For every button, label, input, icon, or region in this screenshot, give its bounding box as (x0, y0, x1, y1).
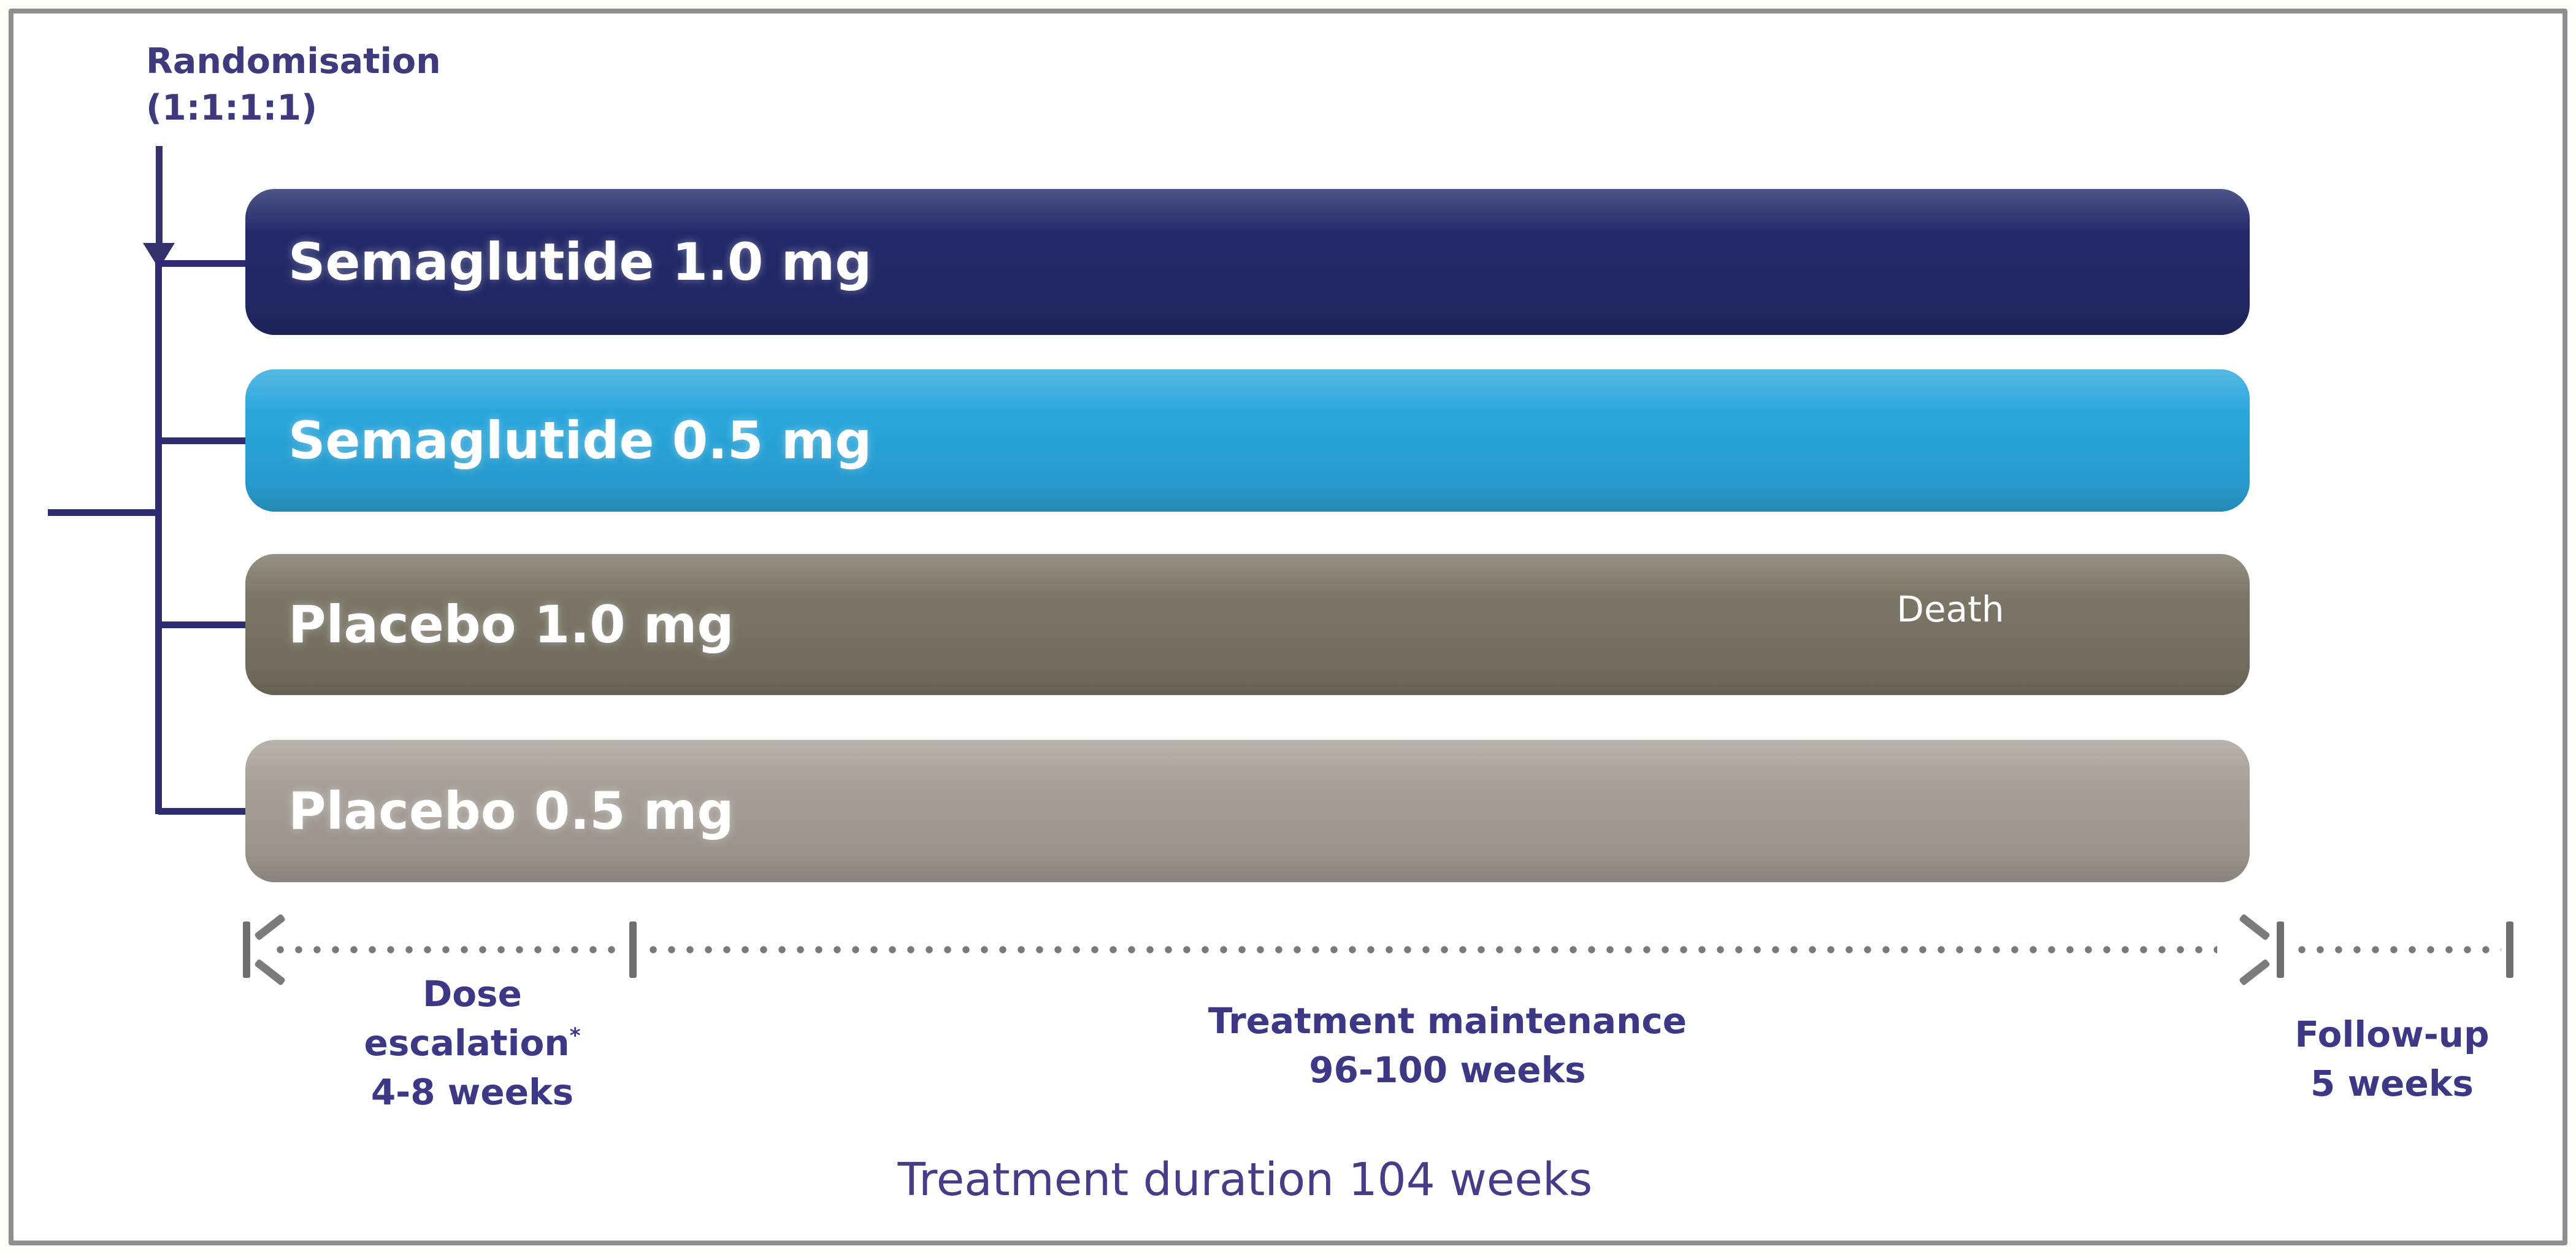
phase-line: 5 weeks (2310, 1063, 2474, 1104)
timeline-tick (2506, 921, 2513, 978)
phase-line: Follow-up (2294, 1014, 2490, 1055)
randomisation-label: Randomisation (1:1:1:1) (146, 38, 441, 131)
arm-bar-placebo-0-5mg: Placebo 0.5 mg (245, 740, 2250, 882)
tree-feeder-line (48, 509, 159, 516)
phase-label-dose-escalation: Dose escalation* 4-8 weeks (258, 969, 687, 1117)
tree-branch-line (158, 621, 249, 628)
phase-label-follow-up: Follow-up 5 weeks (2239, 1010, 2545, 1108)
arrowhead-right-icon (2225, 913, 2271, 987)
phase-line: Dose (423, 973, 522, 1015)
dotted-line-follow-up (2293, 945, 2501, 954)
randomisation-line1: Randomisation (146, 41, 441, 82)
randomisation-arrow-line (156, 146, 163, 244)
tree-branch-line (158, 260, 249, 267)
tree-trunk-line (155, 260, 162, 814)
phase-line: 4-8 weeks (370, 1071, 574, 1113)
randomisation-ratio: (1:1:1:1) (146, 88, 318, 128)
arm-bar-label: Placebo 0.5 mg (288, 781, 734, 841)
phase-line: escalation* (364, 1022, 581, 1064)
phase-line: Treatment maintenance (1208, 1000, 1687, 1042)
arm-bar-semaglutide-0-5mg: Semaglutide 0.5 mg (245, 369, 2250, 512)
death-annotation: Death (1896, 588, 2004, 630)
treatment-duration-label: Treatment duration 104 weeks (897, 1153, 1593, 1206)
footnote-asterisk: * (569, 1023, 581, 1048)
arm-bar-label: Placebo 1.0 mg (288, 594, 734, 655)
timeline-tick (2277, 921, 2284, 978)
phase-label-treatment-maintenance: Treatment maintenance 96-100 weeks (1049, 996, 1846, 1094)
arm-bar-semaglutide-1-0mg: Semaglutide 1.0 mg (245, 189, 2250, 335)
dotted-line-dose-escalation (271, 945, 624, 954)
arm-bar-label: Semaglutide 1.0 mg (288, 232, 872, 292)
tree-branch-line (158, 437, 249, 444)
arm-bar-placebo-1-0mg: Placebo 1.0 mg Death (245, 554, 2250, 695)
dotted-line-maintenance (644, 945, 2217, 954)
phase-line: 96-100 weeks (1309, 1049, 1586, 1091)
tree-branch-line (158, 808, 249, 815)
timeline-tick (629, 921, 637, 978)
arm-bar-label: Semaglutide 0.5 mg (288, 410, 872, 471)
timeline-tick (243, 921, 250, 978)
